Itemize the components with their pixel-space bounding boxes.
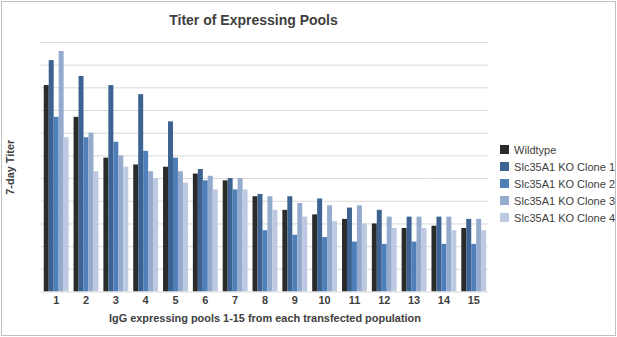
- html-text:Slc35A1 KO Clone 4: Slc35A1 KO Clone 4: [514, 211, 615, 224]
- svg-text:2: 2: [83, 294, 89, 306]
- svg-text:4: 4: [143, 294, 150, 306]
- svg-text:1: 1: [53, 294, 59, 306]
- html-text:Wildtype: Wildtype: [514, 143, 557, 156]
- html-text:Titer of Expressing Pools: Titer of Expressing Pools: [169, 12, 338, 28]
- svg-text:14: 14: [438, 294, 451, 306]
- svg-text:12: 12: [378, 294, 390, 306]
- svg-text:IgG expressing pools 1-15 from: IgG expressing pools 1-15 from each tran…: [109, 312, 421, 324]
- svg-text:10: 10: [319, 294, 331, 306]
- svg-text:8: 8: [262, 294, 268, 306]
- svg-text:15: 15: [468, 294, 480, 306]
- svg-text:5: 5: [172, 294, 178, 306]
- html-text:Slc35A1 KO Clone 1: Slc35A1 KO Clone 1: [514, 160, 615, 173]
- html-text:Slc35A1 KO Clone 3: Slc35A1 KO Clone 3: [514, 194, 615, 207]
- svg-text:6: 6: [202, 294, 208, 306]
- svg-text:13: 13: [408, 294, 420, 306]
- svg-text:7: 7: [232, 294, 238, 306]
- svg-text:11: 11: [349, 294, 361, 306]
- html-text:Slc35A1 KO Clone 2: Slc35A1 KO Clone 2: [514, 177, 615, 190]
- svg-text:7-day Titer: 7-day Titer: [4, 139, 16, 195]
- svg-text:3: 3: [113, 294, 119, 306]
- svg-text:9: 9: [292, 294, 298, 306]
